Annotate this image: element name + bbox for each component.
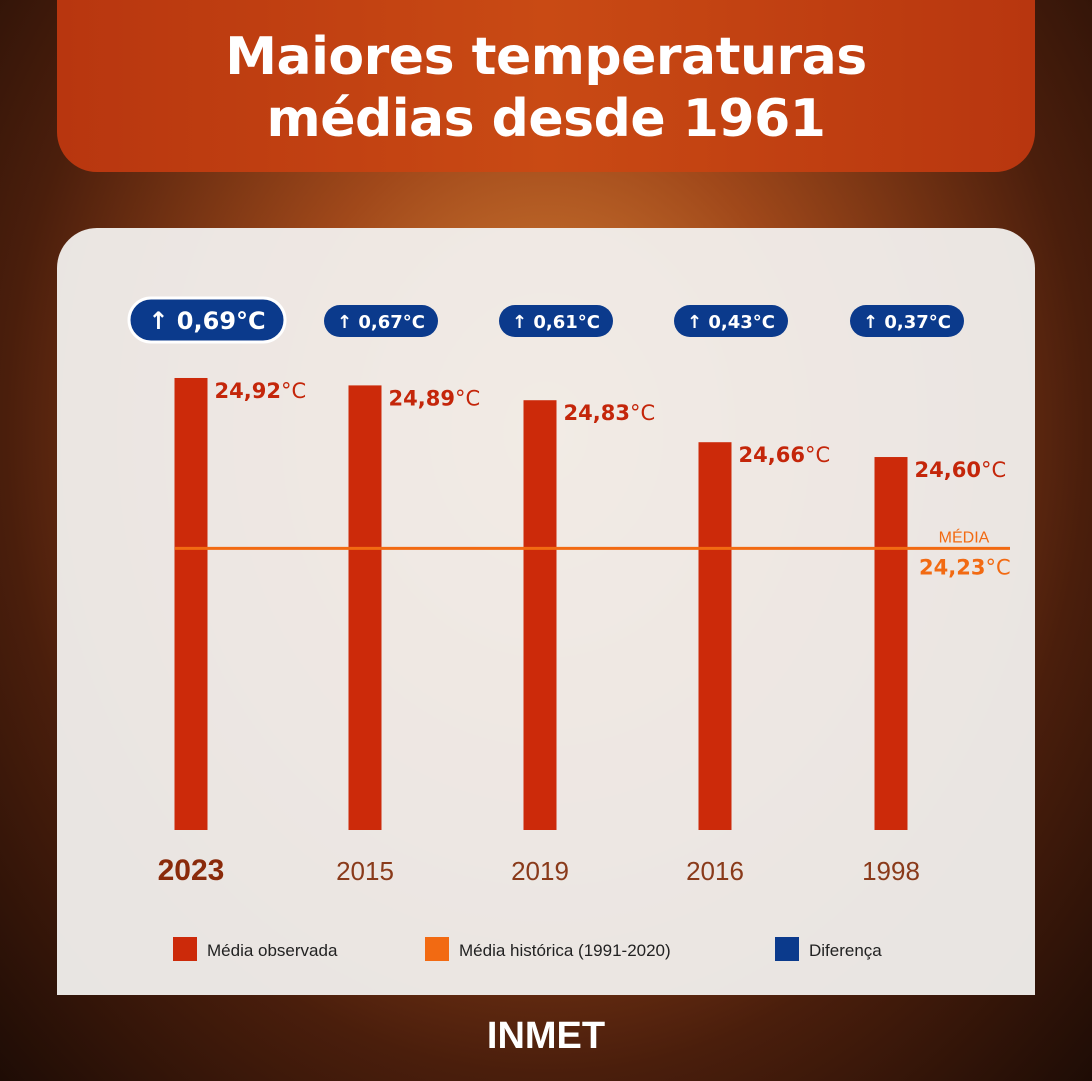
value-label: 24,92°C [215, 379, 307, 403]
reference-label: MÉDIA [939, 527, 990, 546]
x-tick-label: 2019 [511, 856, 569, 886]
difference-badge [850, 305, 964, 337]
legend-label: Média observada [207, 941, 338, 960]
x-tick-label: 1998 [862, 856, 920, 886]
difference-label: ↑ 0,69°C [148, 307, 265, 335]
difference-label: ↑ 0,67°C [337, 312, 425, 333]
difference-label: ↑ 0,61°C [512, 312, 600, 333]
source-logo: INMET [486, 1015, 606, 1057]
bar-2016 [698, 442, 732, 830]
title-banner: Maiores temperaturas médias desde 1961 [57, 0, 1035, 172]
difference-badge [499, 305, 613, 337]
x-tick-label: 2016 [686, 856, 744, 886]
value-label: 24,66°C [739, 443, 831, 467]
legend-swatch [425, 937, 449, 961]
difference-badge [127, 296, 287, 344]
legend-label: Diferença [809, 941, 882, 960]
chart-title: Maiores temperaturas médias desde 1961 [225, 26, 867, 150]
bar-1998 [874, 457, 908, 830]
legend-swatch [173, 937, 197, 961]
title-line-1: Maiores temperaturas [225, 27, 867, 87]
value-label: 24,60°C [915, 458, 1007, 482]
x-tick-label: 2023 [158, 854, 225, 887]
bar-2015 [348, 385, 382, 830]
difference-badge [324, 305, 438, 337]
value-label: 24,89°C [389, 386, 481, 410]
bar-2019 [523, 400, 557, 830]
title-line-2: médias desde 1961 [266, 89, 826, 149]
bar-2023 [174, 377, 208, 830]
value-label: 24,83°C [564, 401, 656, 425]
difference-badge [674, 305, 788, 337]
reference-value: 24,23°C [919, 555, 1011, 579]
x-tick-label: 2015 [336, 856, 394, 886]
difference-label: ↑ 0,37°C [863, 312, 951, 333]
legend-swatch [775, 937, 799, 961]
legend-label: Média histórica (1991-2020) [459, 941, 671, 960]
difference-label: ↑ 0,43°C [687, 312, 775, 333]
